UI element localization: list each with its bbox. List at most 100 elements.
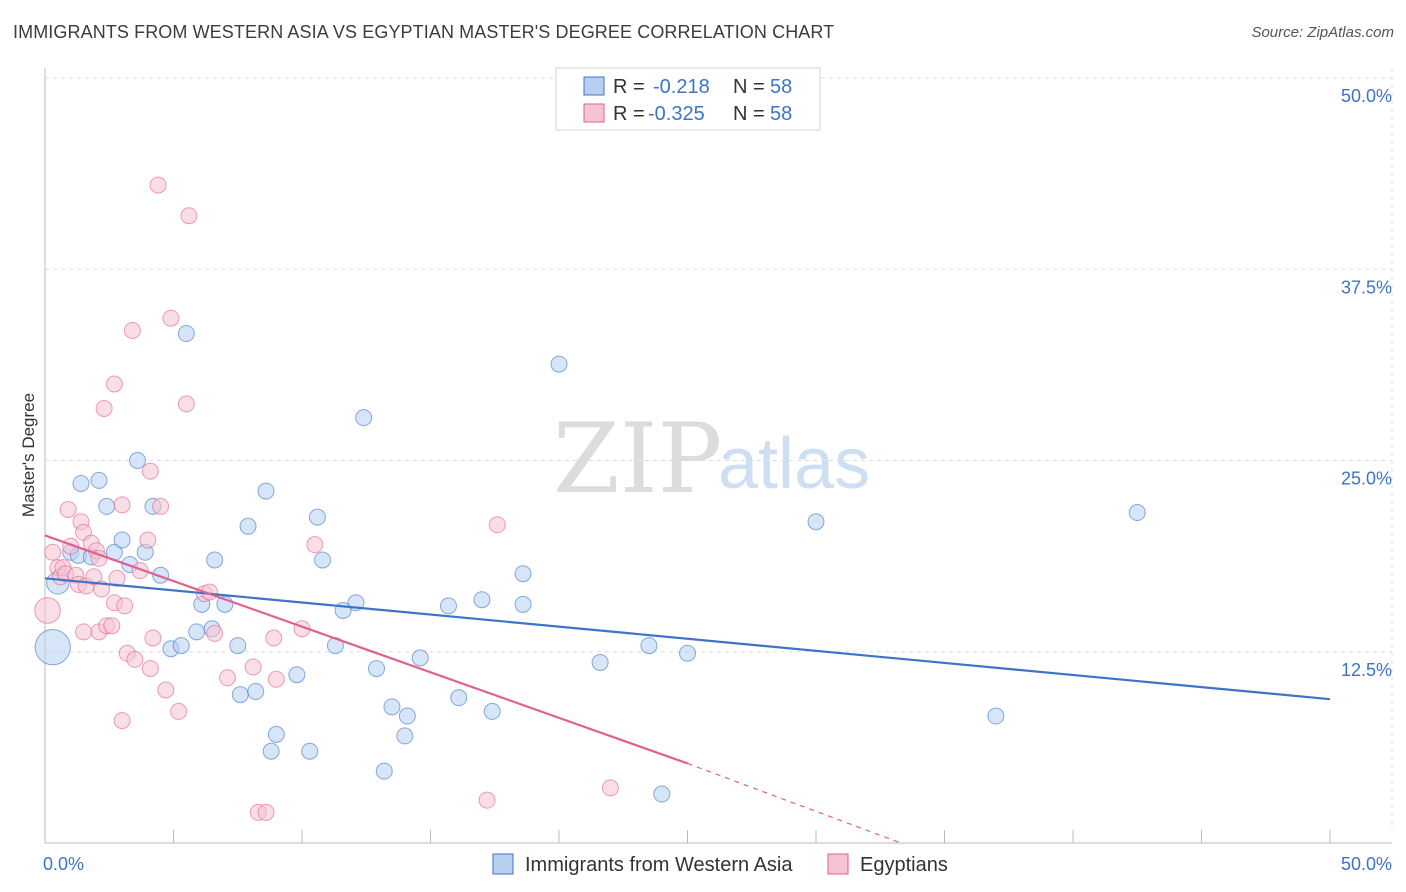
series-legend-label-western-asia: Immigrants from Western Asia xyxy=(525,854,793,876)
point-western-asia xyxy=(229,637,247,655)
watermark-zip: ZIP xyxy=(553,403,722,515)
point-egyptians xyxy=(75,623,93,641)
point-egyptians xyxy=(126,650,144,668)
point-egyptians xyxy=(141,660,159,678)
series-legend: Immigrants from Western Asia Egyptians xyxy=(492,853,948,876)
chart-title: IMMIGRANTS FROM WESTERN ASIA VS EGYPTIAN… xyxy=(13,22,835,42)
point-egyptians xyxy=(149,176,167,194)
source-credit: Source: ZipAtlas.com xyxy=(1251,24,1394,41)
point-egyptians xyxy=(139,531,157,549)
point-western-asia xyxy=(640,637,658,655)
point-egyptians xyxy=(59,500,77,518)
point-egyptians xyxy=(257,803,275,821)
point-western-asia xyxy=(591,653,609,671)
point-western-asia xyxy=(314,551,332,569)
point-egyptians xyxy=(85,568,103,586)
y-tick-label: 37.5% xyxy=(1341,277,1392,297)
point-western-asia xyxy=(188,623,206,641)
point-western-asia xyxy=(679,644,696,662)
point-western-asia xyxy=(113,531,131,549)
point-western-asia xyxy=(247,683,265,701)
point-western-asia xyxy=(98,497,116,515)
point-egyptians xyxy=(34,597,61,624)
point-western-asia xyxy=(231,686,249,704)
point-egyptians xyxy=(180,207,198,225)
point-egyptians xyxy=(218,669,236,687)
watermark-atlas: atlas xyxy=(718,424,870,504)
point-western-asia xyxy=(375,762,393,780)
legend-r-label: R = xyxy=(613,76,645,98)
point-egyptians xyxy=(265,629,283,647)
trend-lines xyxy=(44,534,1331,844)
point-egyptians xyxy=(103,617,121,635)
point-egyptians xyxy=(141,462,159,480)
point-western-asia xyxy=(550,355,568,373)
point-western-asia xyxy=(396,727,414,745)
point-egyptians xyxy=(170,702,188,720)
point-western-asia xyxy=(239,517,257,535)
point-egyptians xyxy=(44,543,62,561)
grid-lines xyxy=(45,68,1393,830)
point-western-asia xyxy=(398,707,416,725)
point-egyptians xyxy=(116,597,134,615)
point-western-asia xyxy=(34,629,71,666)
point-egyptians xyxy=(105,375,123,393)
y-tick-label: 50.0% xyxy=(1341,86,1392,106)
point-western-asia xyxy=(514,595,532,613)
legend-r-value: -0.218 xyxy=(653,76,710,98)
point-western-asia xyxy=(72,474,90,492)
series-legend-swatch-blue xyxy=(492,853,514,875)
legend-r-label: R = xyxy=(613,103,645,125)
point-western-asia xyxy=(368,660,386,678)
trend-line-egyptians-extension xyxy=(687,762,902,844)
point-western-asia xyxy=(1128,504,1146,522)
point-western-asia xyxy=(308,508,326,526)
series-legend-swatch-pink xyxy=(827,853,849,875)
point-egyptians xyxy=(113,496,131,514)
point-egyptians xyxy=(206,624,224,642)
legend-swatch-pink xyxy=(583,103,605,123)
correlation-legend: R = -0.218 N = 58 R = -0.325 N = 58 xyxy=(555,67,821,131)
point-egyptians xyxy=(244,658,262,676)
point-egyptians xyxy=(478,791,496,809)
y-tick-label: 25.0% xyxy=(1341,469,1392,489)
legend-n-value: 58 xyxy=(770,76,792,98)
axes xyxy=(44,68,1392,844)
point-western-asia xyxy=(267,725,285,743)
data-points xyxy=(34,176,1146,821)
point-western-asia xyxy=(177,325,195,343)
point-egyptians xyxy=(267,670,285,688)
point-western-asia xyxy=(172,637,190,655)
series-legend-label-egyptians: Egyptians xyxy=(860,854,948,876)
point-western-asia xyxy=(383,698,401,716)
point-egyptians xyxy=(113,712,131,730)
point-western-asia xyxy=(807,513,825,531)
trend-line-egyptians xyxy=(44,534,688,765)
legend-n-label: N = xyxy=(733,76,765,98)
point-western-asia xyxy=(653,785,671,803)
point-egyptians xyxy=(144,629,162,647)
point-egyptians xyxy=(601,779,619,797)
point-western-asia xyxy=(450,689,468,707)
point-egyptians xyxy=(157,681,175,699)
point-western-asia xyxy=(355,409,373,427)
point-western-asia xyxy=(129,452,147,469)
point-egyptians xyxy=(306,536,324,554)
trend-line-western-asia xyxy=(44,577,1331,701)
point-egyptians xyxy=(108,569,126,587)
point-western-asia xyxy=(206,551,224,569)
point-egyptians xyxy=(123,321,141,339)
tick-labels: 12.5% 25.0% 37.5% 50.0% 0.0% 50.0% xyxy=(43,86,1392,874)
point-western-asia xyxy=(411,649,429,667)
point-egyptians xyxy=(177,395,195,413)
point-western-asia xyxy=(152,566,170,584)
point-western-asia xyxy=(90,471,108,489)
point-western-asia xyxy=(262,742,280,760)
point-egyptians xyxy=(95,399,113,417)
point-western-asia xyxy=(473,591,491,609)
point-egyptians xyxy=(488,516,506,534)
point-egyptians xyxy=(152,497,170,515)
point-western-asia xyxy=(439,597,457,615)
y-axis-label: Master's Degree xyxy=(19,393,38,517)
